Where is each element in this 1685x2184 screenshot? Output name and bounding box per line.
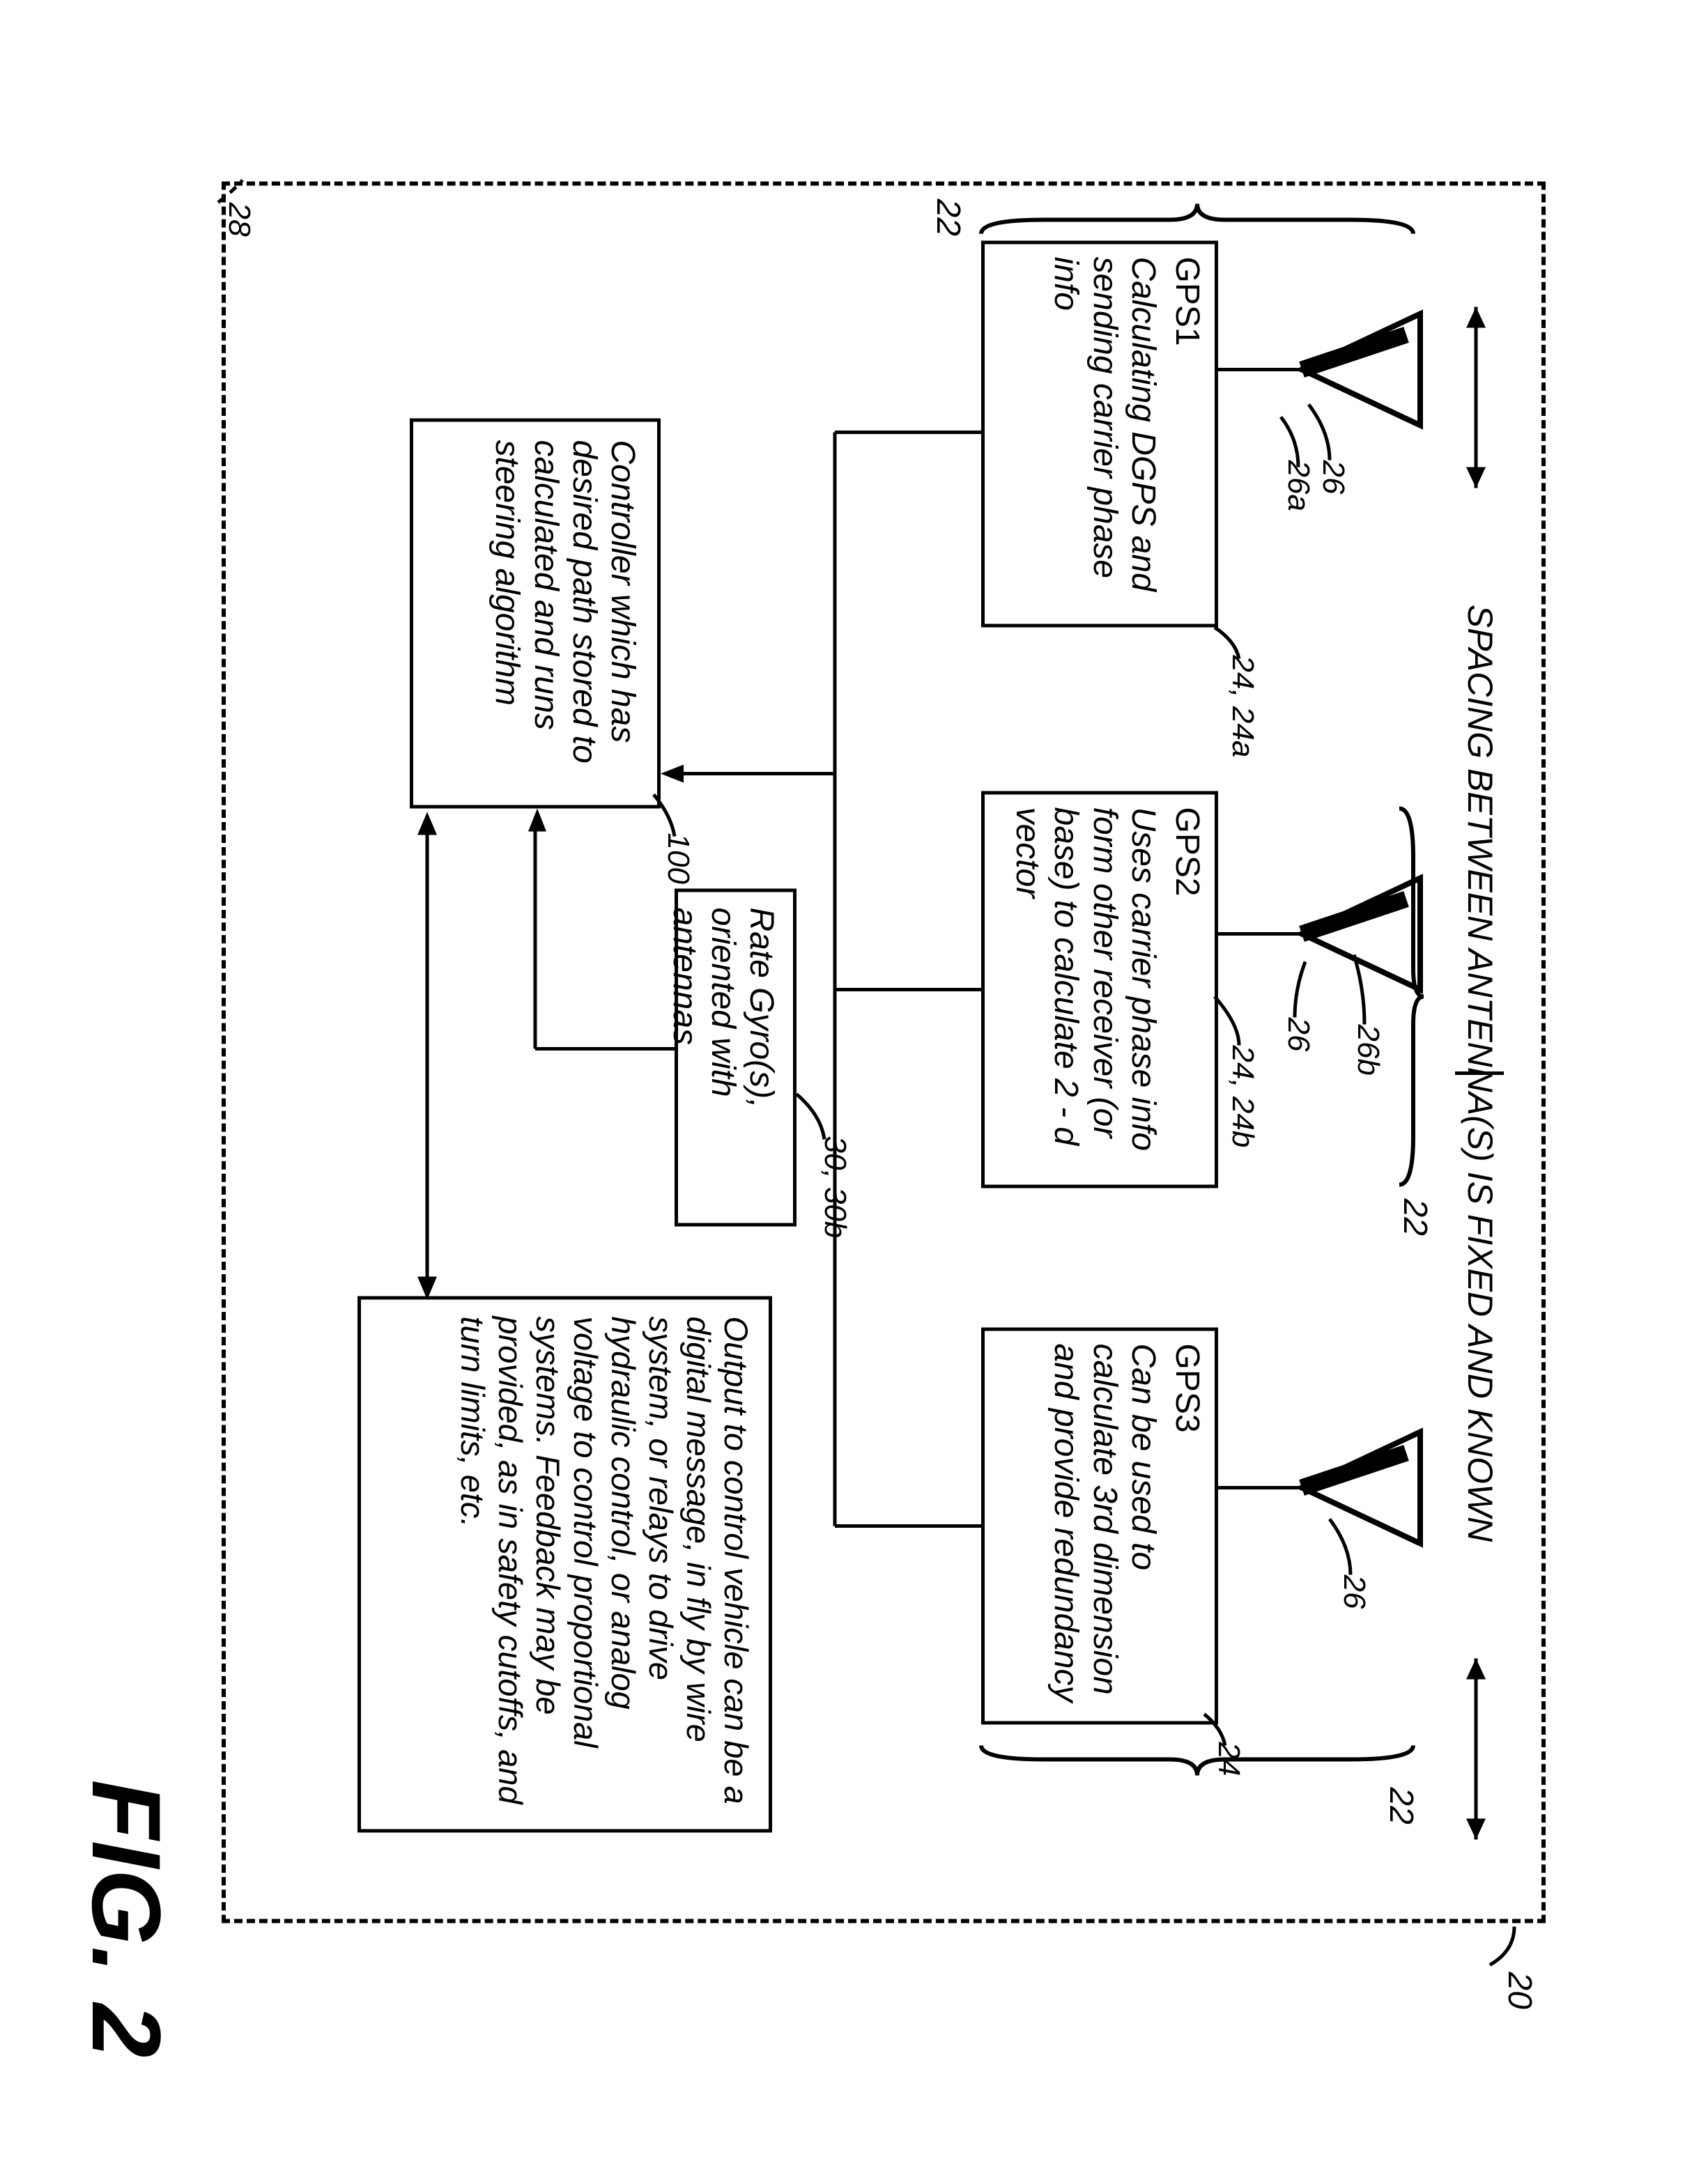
figure-label: FIG. 2 <box>70 1779 183 2059</box>
label-brace2: 22 <box>1396 1198 1434 1235</box>
gps1-block: GPS1 Calculating DGPS and sending carrie… <box>981 240 1218 627</box>
gps3-desc: Can be used to calculate 3rd dimension a… <box>1047 1343 1162 1708</box>
label-ant2-26: 26 <box>1281 1017 1316 1051</box>
antenna-3 <box>1267 1411 1434 1564</box>
gps3-block: GPS3 Can be used to calculate 3rd dimens… <box>981 1327 1218 1724</box>
label-ant1-26: 26 26a <box>1281 460 1351 511</box>
output-block: Output to control vehicle can be a digit… <box>357 1296 772 1832</box>
controller-block: Controller which has desired path stored… <box>410 418 661 808</box>
label-gps3-ref: 24 <box>1211 1742 1246 1776</box>
antenna-1 <box>1267 293 1434 446</box>
label-gps1-ref: 24, 24a <box>1225 655 1260 757</box>
gps1-desc: Calculating DGPS and sending carrier pha… <box>1047 256 1162 611</box>
label-brace1: 22 <box>929 199 967 235</box>
label-20: 20 <box>1500 1972 1539 2008</box>
label-gyro-ref: 30, 30b <box>817 1136 852 1238</box>
label-ant3-26: 26 <box>1337 1574 1371 1609</box>
label-28: 28 <box>222 202 256 236</box>
gyro-desc: Rate Gyro(s), oriented with antennas <box>665 907 780 1207</box>
gps3-title: GPS3 <box>1168 1343 1206 1708</box>
gps2-desc: Uses carrier phase info form other recei… <box>1008 807 1162 1172</box>
label-ctrl-ref: 100 <box>661 832 695 883</box>
label-gps2-ref: 24, 24b <box>1225 1045 1260 1147</box>
gyro-block: Rate Gyro(s), oriented with antennas <box>675 888 797 1226</box>
spacing-note: SPACING BETWEEN ANTENNA(S) IS FIXED AND … <box>1460 502 1500 1644</box>
antenna-2 <box>1267 857 1434 1010</box>
label-brace3: 22 <box>1382 1787 1420 1824</box>
gps2-block: GPS2 Uses carrier phase info form other … <box>981 791 1218 1188</box>
output-desc: Output to control vehicle can be a digit… <box>454 1316 755 1812</box>
gps2-title: GPS2 <box>1168 807 1206 1172</box>
gps1-title: GPS1 <box>1168 256 1206 611</box>
controller-desc: Controller which has desired path stored… <box>488 440 642 787</box>
label-ant2-26b: 26b <box>1351 1024 1385 1075</box>
